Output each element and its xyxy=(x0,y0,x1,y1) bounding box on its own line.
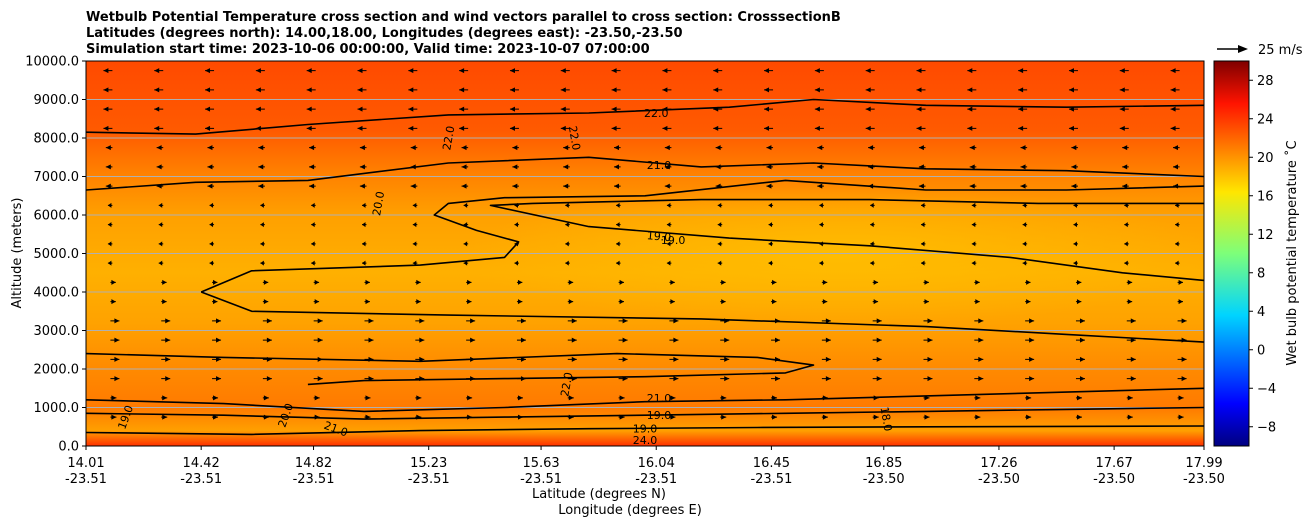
colorbar-tick-label: 20 xyxy=(1257,151,1274,166)
contour-label: 24.0 xyxy=(633,434,658,447)
colorbar-gradient xyxy=(1213,60,1250,447)
contour-label: 19.0 xyxy=(661,234,686,247)
x-tick-label-longitude: -23.51 xyxy=(635,472,677,487)
contour-lines xyxy=(86,98,1204,436)
colorbar-tick-label: 8 xyxy=(1257,266,1265,281)
y-tick-label: 10000.0 xyxy=(25,55,79,70)
contour-line-20.0 xyxy=(200,179,1204,293)
y-tick-label: 2000.0 xyxy=(34,363,80,378)
contour-label: 22.0 xyxy=(440,125,457,151)
y-tick-label: 3000.0 xyxy=(34,324,80,339)
colorbar-label: Wet bulb potential temperature ˚C xyxy=(1284,140,1300,365)
contour-label: 22.0 xyxy=(558,371,575,397)
contour-line-22.0 xyxy=(86,98,1204,135)
y-tick-label: 5000.0 xyxy=(34,247,80,262)
x-tick-label-latitude: 14.42 xyxy=(183,456,220,471)
x-tick-label-latitude: 14.01 xyxy=(67,456,104,471)
colorbar-tick-label: 28 xyxy=(1257,74,1274,89)
x-tick-label-latitude: 16.85 xyxy=(865,456,902,471)
contour-label: 20.0 xyxy=(370,190,387,216)
colorbar-tick-label: 16 xyxy=(1257,189,1274,204)
x-tick-label-latitude: 15.63 xyxy=(522,456,559,471)
contour-label: 19.0 xyxy=(646,229,672,244)
y-tick-label: 8000.0 xyxy=(34,132,80,147)
chart-title-line-2: Latitudes (degrees north): 14.00,18.00, … xyxy=(86,26,683,41)
x-axis-label-latitude: Latitude (degrees N) xyxy=(532,487,666,502)
x-tick-label-longitude: -23.50 xyxy=(863,472,905,487)
y-axis-label: Altitude (meters) xyxy=(10,198,25,309)
quiver-key: 25 m/s xyxy=(1217,43,1303,58)
x-tick-label-latitude: 15.23 xyxy=(410,456,447,471)
warm-core-region xyxy=(460,185,1204,325)
colorbar-tick-label: 0 xyxy=(1257,343,1265,358)
colorbar-tick-label: −4 xyxy=(1257,382,1276,397)
contour-line-21.0 xyxy=(86,387,1204,413)
x-tick-label-latitude: 14.82 xyxy=(295,456,332,471)
contour-line-19.0 xyxy=(200,291,1204,343)
x-tick-label-latitude: 16.45 xyxy=(753,456,790,471)
grid-lines xyxy=(86,99,1204,408)
x-tick-label-longitude: -23.51 xyxy=(180,472,222,487)
contour-label: 22.0 xyxy=(566,125,583,151)
contour-label: 18.0 xyxy=(878,406,895,432)
x-tick-label-latitude: 17.99 xyxy=(1185,456,1222,471)
chart-title-line-1: Wetbulb Potential Temperature cross sect… xyxy=(86,10,841,25)
title-block: Wetbulb Potential Temperature cross sect… xyxy=(86,10,841,57)
x-axis: 14.01-23.5114.42-23.5114.82-23.5115.23-2… xyxy=(65,446,1225,487)
x-tick-label-longitude: -23.51 xyxy=(65,472,107,487)
x-tick-label-latitude: 17.26 xyxy=(980,456,1017,471)
contour-line-22.0 xyxy=(86,352,815,386)
y-tick-label: 6000.0 xyxy=(34,209,80,224)
x-tick-label-longitude: -23.50 xyxy=(1183,472,1225,487)
y-axis: 0.0 1000.0 2000.0 3000.0 4000.0 5000.0 6000.0 7… xyxy=(25,55,86,455)
x-tick-label-longitude: -23.51 xyxy=(750,472,792,487)
quiver-key-arrowhead-icon xyxy=(1238,45,1248,53)
contour-label: 19.0 xyxy=(647,409,672,422)
x-tick-label-longitude: -23.51 xyxy=(408,472,450,487)
colorbar-ticks: −8 −4 0 4 8 12 16 20 24 28 xyxy=(1249,74,1276,435)
x-axis-label-longitude: Longitude (degrees E) xyxy=(558,503,702,518)
y-tick-label: 7000.0 xyxy=(34,170,80,185)
colorbar: −8 −4 0 4 8 12 16 20 24 28 Wet bulb potential tem… xyxy=(1213,60,1300,447)
contour-label: 21.0 xyxy=(647,159,672,172)
x-tick-label-latitude: 16.04 xyxy=(638,456,675,471)
contour-label: 19.0 xyxy=(633,423,658,436)
x-tick-label-longitude: -23.50 xyxy=(1093,472,1135,487)
y-tick-label: 9000.0 xyxy=(34,93,80,108)
y-tick-label: 1000.0 xyxy=(34,401,80,416)
chart-title-line-3: Simulation start time: 2023-10-06 00:00:… xyxy=(86,42,650,57)
x-tick-label-longitude: -23.51 xyxy=(520,472,562,487)
contour-labels: 22.021.022.0 22.020.019.019.022.021.019.0… xyxy=(115,107,895,447)
contour-line-21.0 xyxy=(86,156,1204,191)
plot-area: 22.021.022.0 22.020.019.019.022.021.019.0… xyxy=(86,61,1204,447)
y-tick-label: 4000.0 xyxy=(34,286,80,301)
y-tick-label: 0.0 xyxy=(58,440,79,455)
colorbar-tick-label: 4 xyxy=(1257,305,1265,320)
contour-label: 22.0 xyxy=(644,107,669,120)
quiver-key-label: 25 m/s xyxy=(1258,43,1303,58)
colorbar-tick-label: 12 xyxy=(1257,228,1274,243)
contour-line-19.0 xyxy=(489,198,1204,282)
colorbar-tick-label: 24 xyxy=(1257,112,1274,127)
x-tick-label-longitude: -23.50 xyxy=(978,472,1020,487)
contour-label: 21.0 xyxy=(647,392,672,405)
contour-line-19.0 xyxy=(86,406,1204,420)
x-tick-label-latitude: 17.67 xyxy=(1096,456,1133,471)
colorbar-tick-label: −8 xyxy=(1257,420,1276,435)
wind-vectors xyxy=(103,68,1187,420)
contour-line-19.0 xyxy=(86,425,1204,436)
x-tick-label-longitude: -23.51 xyxy=(293,472,335,487)
